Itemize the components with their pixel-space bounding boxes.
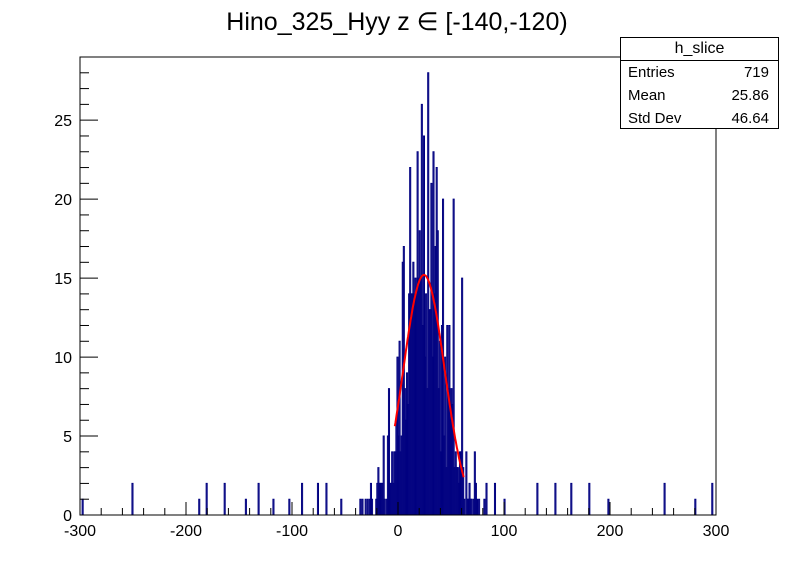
histogram-bin <box>205 482 208 515</box>
histogram-bin <box>257 482 260 515</box>
stats-label: Entries <box>628 64 675 81</box>
histogram-bin <box>465 451 468 515</box>
stats-box: h_slice Entries 719 Mean 25.86 Std Dev 4… <box>620 37 779 129</box>
y-tick-label: 5 <box>63 429 72 446</box>
histogram-bin <box>371 498 374 515</box>
x-tick-label: -100 <box>276 523 308 540</box>
histogram-bin <box>420 103 423 515</box>
histogram-bin <box>452 198 455 515</box>
histogram-bin <box>470 498 473 515</box>
histogram-bin <box>359 498 362 515</box>
stats-value: 25.86 <box>731 87 769 104</box>
histogram-bin <box>364 498 367 515</box>
histogram-bin <box>483 498 486 515</box>
stats-value: 719 <box>743 64 769 81</box>
histogram-bin <box>493 482 497 515</box>
histogram-bin <box>244 498 247 515</box>
histogram-bin <box>198 498 201 515</box>
histogram-bars <box>80 72 716 516</box>
histogram-bin <box>361 498 364 515</box>
histogram-bin <box>325 482 328 515</box>
y-tick-label: 20 <box>54 192 72 209</box>
histogram-bin <box>462 467 465 515</box>
histogram-bin <box>427 72 430 515</box>
histogram-bin <box>485 482 488 515</box>
histogram-bin <box>694 498 697 515</box>
stats-row-mean: Mean 25.86 <box>621 84 778 107</box>
stats-label: Mean <box>628 87 666 104</box>
y-tick-label: 15 <box>54 271 72 288</box>
histogram-bin <box>387 388 391 515</box>
histogram-bin <box>383 498 386 515</box>
chart-title: Hino_325_Hyy z ∈ [-140,-120) <box>226 8 567 36</box>
histogram-bin <box>436 230 439 515</box>
histogram-bin <box>536 482 539 515</box>
histogram-bin <box>81 498 84 515</box>
histogram-bin <box>711 482 714 515</box>
histogram-bin <box>223 482 226 515</box>
histogram-bin <box>475 498 478 515</box>
histogram-bin <box>461 277 464 515</box>
x-tick-label: -300 <box>64 523 96 540</box>
x-tick-label: 300 <box>703 523 730 540</box>
histogram-bin <box>607 498 610 515</box>
histogram-bin <box>340 498 343 515</box>
histogram-bin <box>288 498 291 515</box>
histogram-bin <box>422 135 425 515</box>
histogram-bin <box>463 498 466 515</box>
histogram-bin <box>398 340 401 515</box>
histogram-bin <box>570 482 573 515</box>
histogram-bin <box>131 482 134 515</box>
histogram-bin <box>366 498 369 515</box>
stats-value: 46.64 <box>731 110 769 127</box>
stats-row-entries: Entries 719 <box>621 61 778 84</box>
histogram-bin <box>430 182 433 515</box>
histogram-bin <box>272 498 275 515</box>
y-tick-label: 25 <box>54 113 72 130</box>
histogram-bin <box>588 482 591 515</box>
x-tick-label: 200 <box>597 523 624 540</box>
histogram-bin <box>554 482 557 515</box>
histogram-bin <box>663 482 666 515</box>
x-tick-label: 100 <box>491 523 518 540</box>
gaussian-fit <box>393 273 465 478</box>
histogram-bin <box>382 435 385 515</box>
stats-label: Std Dev <box>628 110 682 127</box>
x-tick-label: -200 <box>170 523 202 540</box>
histogram-bin <box>402 246 405 515</box>
histogram-bin <box>478 498 481 515</box>
axes: -300 -200 -100 0 100 200 300 0 5 10 15 20 25 <box>54 56 730 540</box>
fit-curve <box>393 273 465 478</box>
y-tick-label: 10 <box>54 350 72 367</box>
stats-title: h_slice <box>621 38 778 61</box>
histogram-bin <box>316 482 319 515</box>
histogram-bin <box>444 356 447 515</box>
x-tick-label: 0 <box>394 523 403 540</box>
stats-row-stddev: Std Dev 46.64 <box>621 107 778 130</box>
y-tick-label: 0 <box>63 508 72 525</box>
histogram-bin <box>301 482 304 515</box>
